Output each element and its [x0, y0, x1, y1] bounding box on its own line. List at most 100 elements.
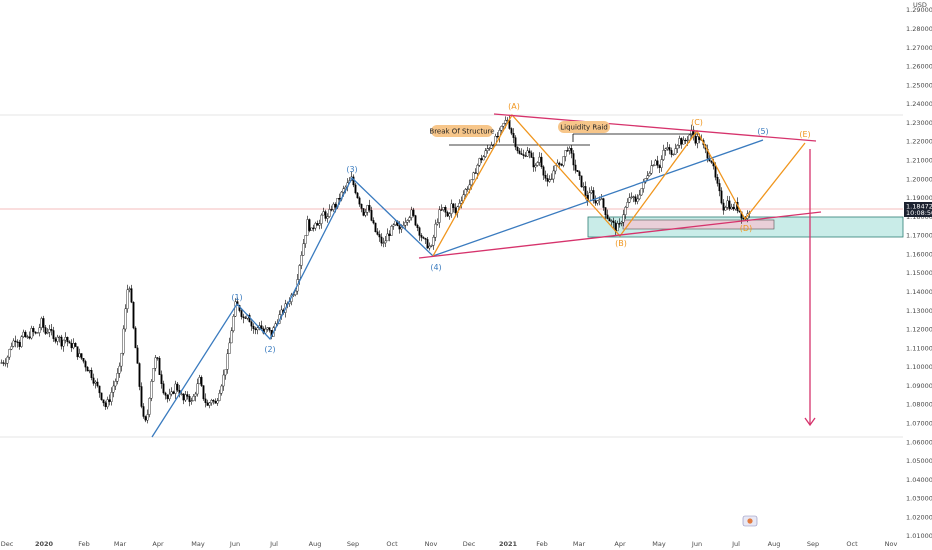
- candle-body: [306, 219, 309, 236]
- candle-body: [392, 224, 395, 227]
- candle-body: [478, 158, 481, 166]
- candle-body: [210, 400, 213, 404]
- price-tick-label: 1.01000: [906, 532, 932, 540]
- candle-body: [598, 199, 601, 201]
- plot-area[interactable]: (1) (2) (3) (4) (5) (A) (B) (C) (D) (E) …: [0, 102, 904, 527]
- candle-body: [104, 402, 107, 407]
- candle-body: [554, 165, 557, 172]
- candle-body: [186, 394, 189, 397]
- candle-body: [76, 346, 79, 358]
- candle-body: [550, 178, 553, 181]
- candle-body: [394, 220, 397, 225]
- time-tick-label: Feb: [536, 540, 548, 548]
- candle-body: [460, 200, 463, 204]
- candle-body: [724, 207, 727, 211]
- candle-body: [4, 363, 7, 365]
- candle-body: [164, 392, 167, 396]
- candle-body: [400, 226, 403, 230]
- time-axis[interactable]: Dec 2020 Feb Mar Apr May Jun Jul Aug Sep Oct Nov Dec…: [1, 540, 898, 548]
- candle-body: [68, 341, 71, 344]
- candle-body: [474, 172, 477, 174]
- d-wave-box: [622, 219, 775, 230]
- candle-body: [638, 194, 641, 200]
- candle-body: [564, 150, 567, 157]
- price-tick-label: 1.21000: [906, 157, 932, 165]
- candle-body: [496, 135, 499, 138]
- candle-body: [422, 237, 425, 239]
- candle-body: [54, 338, 57, 342]
- candle-body: [566, 150, 569, 152]
- candle-body: [8, 349, 11, 358]
- candle-body: [676, 145, 679, 149]
- candle-body: [426, 239, 429, 249]
- time-tick-label: Aug: [309, 540, 322, 548]
- candle-body: [604, 207, 607, 216]
- candle-body: [446, 212, 449, 217]
- price-tick-label: 1.23000: [906, 119, 932, 127]
- candle-body: [198, 377, 201, 384]
- candle-body: [240, 310, 243, 317]
- candle-body: [416, 224, 419, 228]
- time-tick-label: Jul: [269, 540, 278, 548]
- candle-body: [522, 154, 525, 156]
- candle-body: [428, 245, 431, 249]
- candle-body: [98, 385, 101, 394]
- candle-body: [34, 331, 37, 334]
- candle-body: [138, 363, 141, 387]
- wave-label-b: (B): [615, 239, 627, 248]
- price-tick-label: 1.03000: [906, 495, 932, 503]
- candle-body: [254, 328, 257, 331]
- candle-body: [630, 196, 633, 198]
- candle-body: [36, 332, 39, 334]
- candle-body: [668, 147, 671, 151]
- candle-body: [576, 169, 579, 172]
- last-price-countdown: 10:08:50: [906, 209, 932, 217]
- last-price-box: [904, 202, 932, 217]
- candle-body: [152, 368, 155, 382]
- candle-body: [716, 176, 719, 184]
- candle-body: [438, 209, 441, 223]
- candle-body: [160, 374, 163, 385]
- bos-note-bubble[interactable]: [431, 125, 493, 137]
- candle-body: [412, 209, 415, 216]
- candle-body: [442, 206, 445, 210]
- price-tick-label: 1.02000: [906, 513, 932, 521]
- candle-body: [582, 186, 585, 188]
- candle-body: [52, 330, 55, 339]
- candle-body: [224, 369, 227, 376]
- candle-body: [410, 209, 413, 218]
- candle-body: [252, 326, 255, 329]
- candle-body: [80, 353, 83, 359]
- candle-body: [632, 196, 635, 198]
- liquidity-note-bubble[interactable]: [558, 121, 610, 133]
- price-tick-label: 1.10000: [906, 363, 932, 371]
- candle-body: [136, 347, 139, 364]
- candle-body: [92, 377, 95, 384]
- candle-body: [526, 150, 529, 157]
- candle-body: [100, 392, 103, 400]
- candle-body: [592, 190, 595, 201]
- candle-body: [524, 155, 527, 157]
- candle-body: [682, 139, 685, 145]
- candle-body: [376, 231, 379, 235]
- candle-body: [714, 165, 717, 178]
- wave-label-d: (D): [740, 224, 752, 233]
- bos-note-text: Break Of Structure: [429, 128, 494, 136]
- candle-body: [468, 184, 471, 190]
- price-axis[interactable]: USD 1.29000 1.28000 1.27000 1.26000 1.25000 1…: [904, 1, 932, 540]
- candle-body: [260, 325, 263, 330]
- candle-body: [222, 374, 225, 387]
- candle-body: [82, 358, 85, 362]
- candle-body: [84, 361, 87, 368]
- candle-body: [48, 329, 51, 333]
- time-tick-label: Sep: [807, 540, 819, 548]
- candle-body: [650, 165, 653, 174]
- candle-body: [44, 327, 47, 334]
- candle-body: [120, 353, 123, 367]
- candle-body: [722, 202, 725, 211]
- candle-body: [674, 148, 677, 155]
- candle-body: [74, 343, 77, 347]
- candle-body: [390, 225, 393, 236]
- candle-body: [308, 219, 311, 231]
